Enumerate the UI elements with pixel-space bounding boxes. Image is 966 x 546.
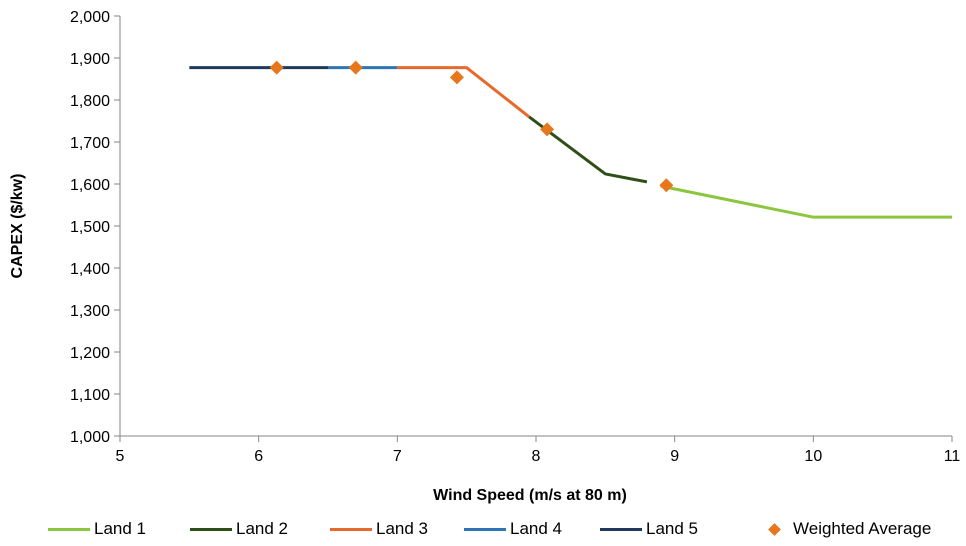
legend-label: Land 5	[646, 519, 698, 538]
chart: 1,000 1,100 1,200 1,300 1,400 1,500 1,600 1,700…	[9, 9, 961, 504]
series-line-land-1	[660, 184, 952, 219]
y-tick-label: 2,000	[70, 9, 110, 26]
x-tick-label: 6	[254, 448, 263, 465]
x-tick-label: 7	[393, 448, 402, 465]
legend-label: Land 2	[236, 519, 288, 538]
legend-marker	[768, 522, 781, 536]
x-tick-label: 9	[670, 448, 679, 465]
y-axis-title: CAPEX ($/kw)	[9, 174, 26, 279]
legend-swatch	[464, 527, 506, 531]
x-axis: 5 6 7 8 9 10 11	[116, 435, 961, 465]
legend-item-land-3: Land 3	[330, 516, 428, 542]
legend-item-land-5: Land 5	[600, 516, 698, 542]
weighted-average-markers	[269, 60, 674, 193]
legend-label: Land 1	[94, 519, 146, 538]
legend-swatch	[330, 527, 372, 531]
legend-item-weighted-average: Weighted Average	[760, 516, 931, 542]
legend-item-land-1: Land 1	[48, 516, 146, 542]
weighted-average-point	[659, 178, 674, 193]
y-tick-label: 1,600	[70, 177, 110, 194]
legend-item-land-4: Land 4	[464, 516, 562, 542]
legend-item-land-2: Land 2	[190, 516, 288, 542]
y-tick-label: 1,300	[70, 303, 110, 320]
legend-label: Land 3	[376, 519, 428, 538]
x-tick-label: 5	[116, 448, 125, 465]
y-tick-label: 1,500	[70, 219, 110, 236]
x-axis-title: Wind Speed (m/s at 80 m)	[433, 487, 627, 504]
legend: Land 1 Land 2 Land 3 Land 4 Land 5 Weighted A…	[0, 516, 966, 542]
legend-swatch	[600, 527, 642, 531]
legend-label: Weighted Average	[793, 519, 932, 538]
x-tick-label: 10	[804, 448, 822, 465]
legend-label: Land 4	[510, 519, 562, 538]
legend-swatch	[190, 527, 232, 531]
series-lines	[189, 66, 952, 219]
weighted-average-point	[540, 122, 555, 137]
y-axis: 1,000 1,100 1,200 1,300 1,400 1,500 1,600 1,700…	[70, 9, 121, 446]
y-tick-label: 1,700	[70, 135, 110, 152]
y-tick-label: 1,800	[70, 93, 110, 110]
series-line-land-2	[528, 115, 648, 184]
y-tick-label: 1,400	[70, 261, 110, 278]
y-tick-label: 1,200	[70, 345, 110, 362]
y-tick-label: 1,000	[70, 429, 110, 446]
x-tick-label: 8	[532, 448, 541, 465]
y-tick-label: 1,100	[70, 387, 110, 404]
weighted-average-point	[449, 70, 464, 85]
x-tick-label: 11	[944, 448, 961, 465]
weighted-average-point	[269, 60, 284, 75]
weighted-average-point	[348, 60, 363, 75]
series-line-land-3	[397, 66, 530, 118]
y-tick-label: 1,900	[70, 51, 110, 68]
x-ticks: 5 6 7 8 9 10 11	[116, 436, 961, 465]
y-ticks: 1,000 1,100 1,200 1,300 1,400 1,500 1,600 1,700…	[70, 9, 120, 446]
legend-swatch	[48, 527, 90, 531]
